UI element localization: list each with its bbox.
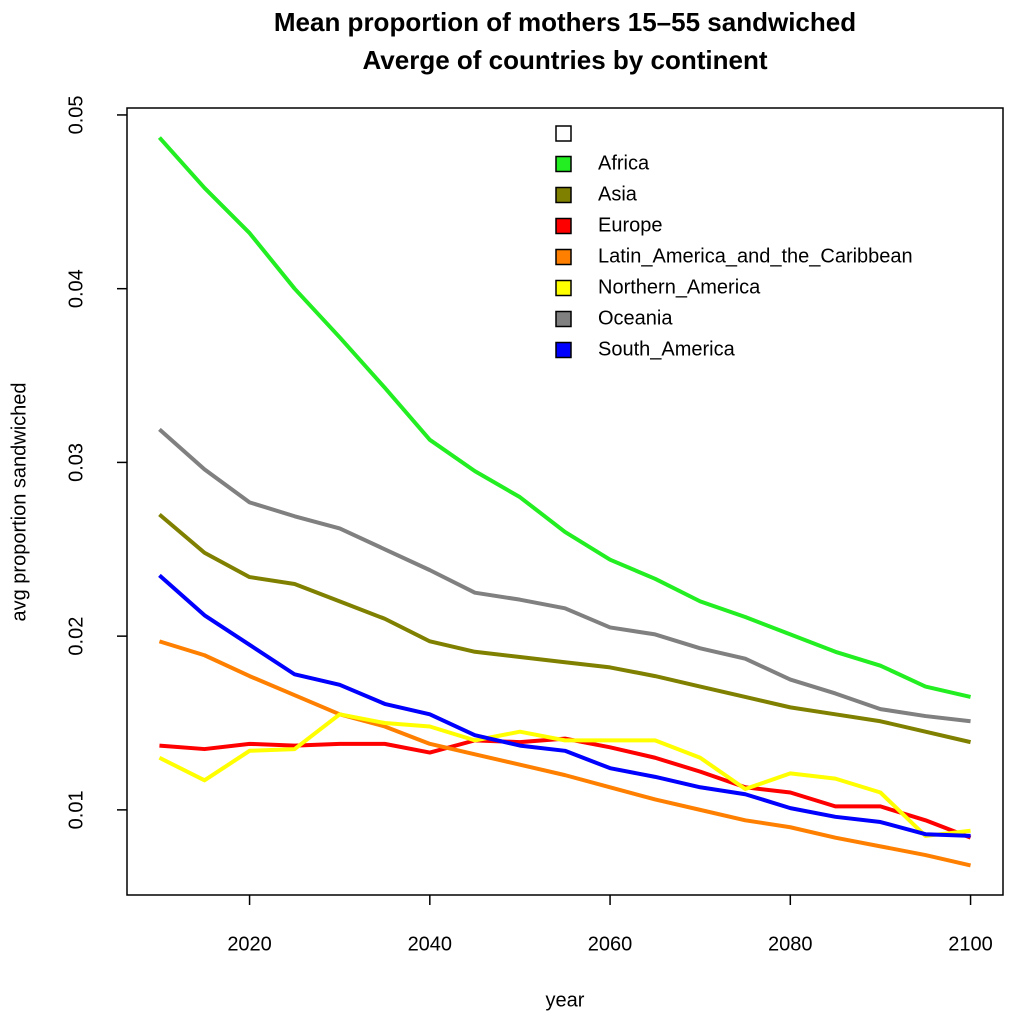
legend-key bbox=[555, 217, 572, 235]
legend-label: Africa bbox=[598, 152, 650, 174]
legend-label: Northern_America bbox=[598, 276, 761, 298]
legend-key bbox=[555, 155, 572, 173]
legend-key bbox=[555, 341, 572, 359]
legend-label: Oceania bbox=[598, 307, 673, 329]
legend-label: Europe bbox=[598, 214, 663, 236]
legend-key bbox=[555, 279, 572, 297]
series-line bbox=[158, 427, 971, 724]
chart-title: Mean proportion of mothers 15–55 sandwic… bbox=[274, 7, 856, 37]
series-line bbox=[159, 736, 972, 840]
y-axis-label: avg proportion sandwiched bbox=[8, 382, 30, 621]
y-tick-label: 0.05 bbox=[65, 95, 87, 134]
legend-key bbox=[555, 310, 572, 328]
legend-key bbox=[555, 186, 572, 204]
plot-frame bbox=[126, 107, 1004, 896]
y-tick-label: 0.02 bbox=[65, 617, 87, 656]
series-line bbox=[158, 639, 972, 868]
legend-blank-key bbox=[555, 125, 572, 142]
x-tick-label: 2100 bbox=[948, 933, 993, 955]
x-axis-label: year bbox=[546, 989, 585, 1011]
legend-key bbox=[555, 248, 572, 266]
legend-label: Latin_America_and_the_Caribbean bbox=[598, 245, 913, 267]
legend-label: Asia bbox=[598, 183, 638, 205]
x-tick-label: 2080 bbox=[768, 933, 813, 955]
series-line bbox=[158, 573, 971, 838]
y-tick-label: 0.01 bbox=[65, 790, 87, 829]
x-tick-label: 2040 bbox=[408, 933, 453, 955]
series-line bbox=[158, 513, 972, 745]
series-line bbox=[158, 712, 971, 838]
x-tick-label: 2020 bbox=[227, 933, 272, 955]
x-tick-label: 2060 bbox=[588, 933, 633, 955]
y-tick-label: 0.03 bbox=[65, 443, 87, 482]
legend-label: South_America bbox=[598, 338, 736, 360]
series-line bbox=[157, 136, 972, 699]
chart-subtitle: Averge of countries by continent bbox=[363, 45, 768, 75]
y-tick-label: 0.04 bbox=[65, 269, 87, 308]
